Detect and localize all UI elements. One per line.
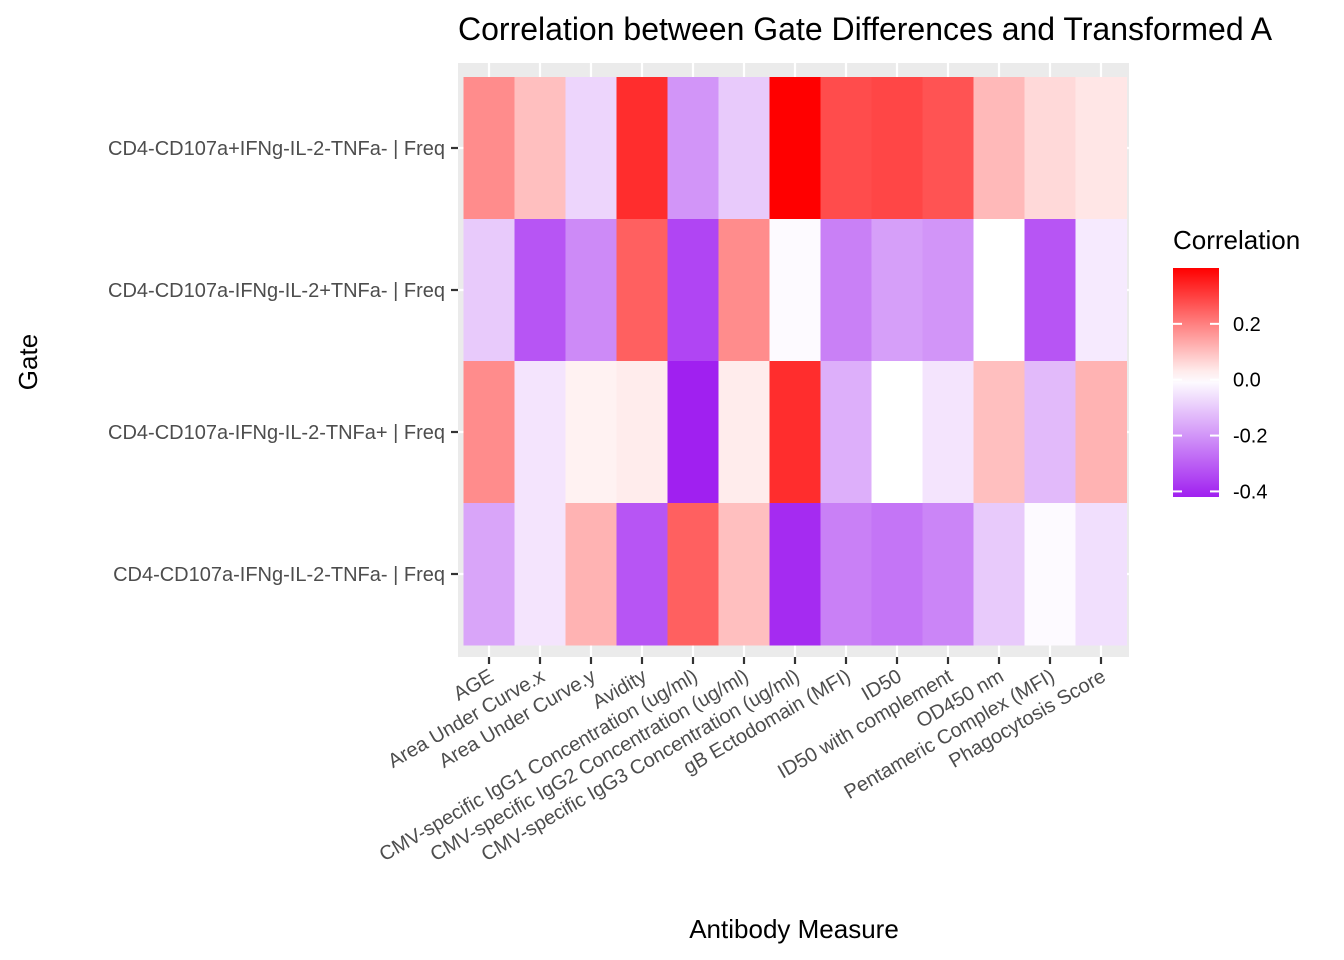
heatmap-cell: [871, 219, 923, 362]
heatmap-cell: [820, 77, 872, 220]
heatmap-cell: [718, 503, 770, 646]
y-tick-label: CD4-CD107a-IFNg-IL-2-TNFa+ | Freq: [108, 422, 445, 444]
legend-tick-label: 0.0: [1233, 370, 1261, 392]
heatmap-cell: [769, 361, 821, 504]
heatmap-cell: [463, 361, 515, 504]
heatmap-cell: [667, 361, 719, 504]
legend-colorbar: [1173, 268, 1219, 497]
heatmap-cell: [616, 219, 668, 362]
heatmap-cell: [871, 361, 923, 504]
heatmap-cell: [514, 503, 566, 646]
heatmap-cell: [973, 361, 1025, 504]
heatmap-cell: [616, 361, 668, 504]
legend-title: Correlation: [1173, 225, 1300, 255]
y-tick-label: CD4-CD107a+IFNg-IL-2-TNFa- | Freq: [108, 138, 445, 160]
heatmap-cell: [667, 77, 719, 220]
heatmap-cell: [973, 77, 1025, 220]
heatmap-cell: [463, 77, 515, 220]
heatmap-cell: [565, 503, 617, 646]
heatmap-cell: [820, 219, 872, 362]
heatmap-cell: [871, 503, 923, 646]
heatmap-cell: [1024, 503, 1076, 646]
heatmap-cell: [565, 361, 617, 504]
heatmap-cell: [871, 77, 923, 220]
heatmap-cell: [820, 361, 872, 504]
heatmap-cell: [1024, 361, 1076, 504]
heatmap-tiles: [463, 77, 1127, 646]
heatmap-cell: [1075, 219, 1127, 362]
heatmap-cell: [1024, 77, 1076, 220]
y-axis-ticks: CD4-CD107a+IFNg-IL-2-TNFa- | Freq CD4-CD1…: [108, 138, 458, 586]
heatmap-cell: [463, 219, 515, 362]
heatmap-cell: [514, 361, 566, 504]
heatmap-cell: [973, 503, 1025, 646]
legend: Correlation 0.2 0.0 -0.2 -0.4: [1173, 225, 1300, 503]
heatmap-cell: [667, 503, 719, 646]
y-tick-label: CD4-CD107a-IFNg-IL-2+TNFa- | Freq: [108, 280, 445, 302]
heatmap-cell: [565, 77, 617, 220]
y-tick-label: CD4-CD107a-IFNg-IL-2-TNFa- | Freq: [113, 564, 445, 586]
x-axis-title: Antibody Measure: [689, 914, 899, 944]
heatmap-cell: [565, 219, 617, 362]
heatmap-cell: [1024, 219, 1076, 362]
chart-title: Correlation between Gate Differences and…: [458, 11, 1273, 47]
heatmap-cell: [1075, 77, 1127, 220]
heatmap-cell: [718, 361, 770, 504]
y-axis-title: Gate: [13, 334, 43, 390]
heatmap-cell: [718, 77, 770, 220]
heatmap-cell: [769, 77, 821, 220]
legend-ticks: 0.2 0.0 -0.2 -0.4: [1173, 314, 1267, 503]
heatmap-cell: [667, 219, 719, 362]
heatmap-cell: [1075, 361, 1127, 504]
legend-tick-label: -0.2: [1233, 426, 1267, 448]
heatmap-cell: [1075, 503, 1127, 646]
heatmap-cell: [718, 219, 770, 362]
heatmap-cell: [820, 503, 872, 646]
legend-tick-label: -0.4: [1233, 481, 1267, 503]
heatmap-cell: [922, 77, 974, 220]
heatmap-cell: [922, 503, 974, 646]
heatmap-cell: [616, 77, 668, 220]
heatmap-cell: [616, 503, 668, 646]
heatmap-cell: [922, 361, 974, 504]
heatmap-cell: [973, 219, 1025, 362]
heatmap-cell: [514, 219, 566, 362]
legend-tick-label: 0.2: [1233, 314, 1261, 336]
heatmap-cell: [769, 219, 821, 362]
heatmap-cell: [922, 219, 974, 362]
heatmap-cell: [463, 503, 515, 646]
heatmap-cell: [769, 503, 821, 646]
heatmap-cell: [514, 77, 566, 220]
